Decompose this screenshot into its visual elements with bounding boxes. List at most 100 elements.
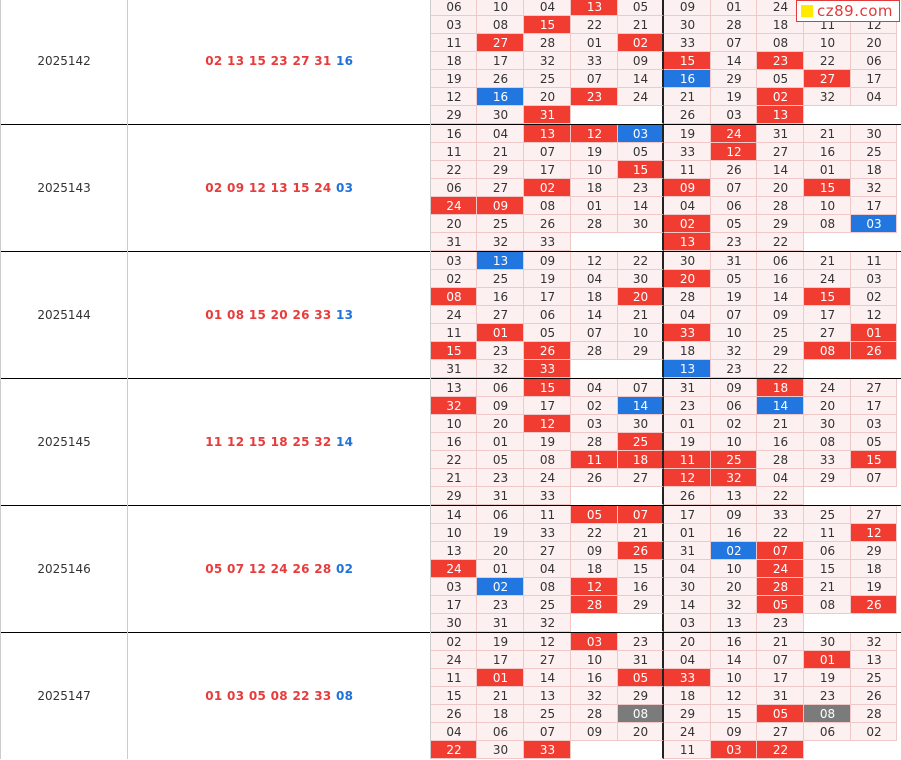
grid-number-cell[interactable]: 08 — [524, 197, 572, 215]
grid-number-cell[interactable]: 12 — [431, 88, 478, 106]
grid-number-cell[interactable]: 30 — [664, 252, 712, 270]
grid-number-cell[interactable]: 17 — [757, 669, 805, 687]
grid-number-cell[interactable]: 17 — [664, 506, 712, 524]
grid-number-cell[interactable]: 21 — [757, 633, 805, 651]
grid-number-cell[interactable]: 05 — [757, 70, 805, 88]
grid-number-cell[interactable]: 06 — [757, 252, 805, 270]
grid-number-cell[interactable]: 10 — [711, 669, 758, 687]
grid-number-cell[interactable]: 06 — [851, 52, 898, 70]
grid-number-cell[interactable]: 14 — [757, 161, 805, 179]
grid-number-cell[interactable]: 30 — [431, 614, 478, 632]
grid-number-cell[interactable]: 16 — [571, 669, 619, 687]
grid-number-cell[interactable]: 12 — [524, 633, 572, 651]
grid-number-cell[interactable]: 19 — [524, 270, 572, 288]
grid-number-cell[interactable]: 32 — [477, 360, 525, 378]
grid-number-cell[interactable]: 10 — [804, 34, 852, 52]
grid-number-cell[interactable]: 04 — [757, 469, 805, 487]
grid-number-cell[interactable]: 08 — [804, 705, 852, 723]
grid-number-cell[interactable]: 04 — [571, 270, 619, 288]
grid-number-cell[interactable]: 18 — [757, 16, 805, 34]
grid-number-cell[interactable]: 22 — [431, 451, 478, 469]
grid-number-cell[interactable]: 27 — [477, 34, 525, 52]
grid-number-cell[interactable]: 29 — [804, 469, 852, 487]
grid-number-cell[interactable]: 23 — [618, 179, 665, 197]
grid-number-cell[interactable]: 21 — [477, 687, 525, 705]
grid-number-cell[interactable]: 24 — [431, 560, 478, 578]
grid-number-cell[interactable]: 09 — [664, 179, 712, 197]
grid-number-cell[interactable]: 04 — [524, 560, 572, 578]
grid-number-cell[interactable]: 25 — [804, 506, 852, 524]
grid-number-cell[interactable]: 30 — [664, 578, 712, 596]
grid-number-cell[interactable]: 08 — [804, 342, 852, 360]
grid-number-cell[interactable]: 05 — [711, 215, 758, 233]
grid-number-cell[interactable]: 32 — [711, 342, 758, 360]
grid-number-cell[interactable]: 09 — [711, 506, 758, 524]
grid-number-cell[interactable]: 08 — [804, 215, 852, 233]
grid-number-cell[interactable]: 13 — [711, 487, 758, 505]
grid-number-cell[interactable]: 19 — [664, 433, 712, 451]
grid-number-cell[interactable]: 10 — [711, 433, 758, 451]
grid-number-cell[interactable]: 11 — [431, 669, 478, 687]
grid-number-cell[interactable]: 24 — [524, 469, 572, 487]
grid-number-cell[interactable]: 08 — [524, 451, 572, 469]
grid-number-cell[interactable]: 31 — [711, 252, 758, 270]
grid-number-cell[interactable]: 16 — [618, 578, 665, 596]
grid-number-cell[interactable]: 28 — [524, 34, 572, 52]
grid-number-cell[interactable]: 12 — [711, 687, 758, 705]
grid-number-cell[interactable]: 20 — [851, 34, 898, 52]
grid-number-cell[interactable]: 03 — [711, 741, 758, 759]
grid-number-cell[interactable]: 24 — [664, 723, 712, 741]
grid-number-cell[interactable]: 02 — [851, 288, 898, 306]
grid-number-cell[interactable]: 18 — [571, 288, 619, 306]
grid-number-cell[interactable]: 21 — [757, 415, 805, 433]
grid-number-cell[interactable]: 20 — [524, 88, 572, 106]
grid-number-cell[interactable]: 28 — [571, 215, 619, 233]
grid-number-cell[interactable]: 31 — [431, 233, 478, 251]
grid-number-cell[interactable]: 24 — [431, 306, 478, 324]
grid-number-cell[interactable]: 22 — [431, 161, 478, 179]
grid-number-cell[interactable]: 14 — [757, 397, 805, 415]
grid-number-cell[interactable]: 30 — [804, 633, 852, 651]
grid-number-cell[interactable]: 18 — [851, 161, 898, 179]
grid-number-cell[interactable]: 12 — [571, 252, 619, 270]
grid-number-cell[interactable]: 02 — [851, 723, 898, 741]
grid-number-cell[interactable]: 13 — [664, 233, 712, 251]
grid-number-cell[interactable]: 01 — [711, 0, 758, 16]
grid-number-cell[interactable]: 22 — [757, 360, 805, 378]
grid-number-cell[interactable]: 01 — [477, 433, 525, 451]
grid-number-cell[interactable]: 16 — [477, 288, 525, 306]
grid-number-cell[interactable]: 17 — [524, 288, 572, 306]
grid-number-cell[interactable]: 11 — [431, 34, 478, 52]
grid-number-cell[interactable]: 18 — [664, 342, 712, 360]
grid-number-cell[interactable]: 19 — [711, 88, 758, 106]
grid-number-cell[interactable]: 09 — [711, 379, 758, 397]
grid-number-cell[interactable]: 15 — [524, 379, 572, 397]
grid-number-cell[interactable]: 28 — [757, 197, 805, 215]
grid-number-cell[interactable]: 31 — [664, 379, 712, 397]
grid-number-cell[interactable]: 26 — [618, 542, 665, 560]
grid-number-cell[interactable]: 19 — [477, 633, 525, 651]
grid-number-cell[interactable]: 32 — [851, 179, 898, 197]
grid-number-cell[interactable]: 01 — [477, 324, 525, 342]
grid-number-cell[interactable]: 22 — [571, 524, 619, 542]
grid-number-cell[interactable]: 04 — [664, 306, 712, 324]
grid-number-cell[interactable]: 01 — [664, 415, 712, 433]
grid-number-cell[interactable]: 09 — [477, 197, 525, 215]
grid-number-cell[interactable]: 22 — [757, 524, 805, 542]
grid-number-cell[interactable]: 10 — [804, 197, 852, 215]
grid-number-cell[interactable]: 16 — [431, 433, 478, 451]
grid-number-cell[interactable]: 11 — [664, 451, 712, 469]
grid-number-cell[interactable]: 21 — [804, 252, 852, 270]
grid-number-cell[interactable]: 30 — [851, 125, 898, 143]
grid-number-cell[interactable]: 01 — [571, 197, 619, 215]
grid-number-cell[interactable]: 17 — [804, 306, 852, 324]
grid-number-cell[interactable]: 30 — [618, 270, 665, 288]
grid-number-cell[interactable]: 09 — [477, 397, 525, 415]
grid-number-cell[interactable]: 03 — [431, 252, 478, 270]
grid-number-cell[interactable]: 04 — [664, 197, 712, 215]
grid-number-cell[interactable]: 06 — [477, 506, 525, 524]
grid-number-cell[interactable]: 20 — [618, 723, 665, 741]
grid-number-cell[interactable]: 13 — [757, 106, 805, 124]
grid-number-cell[interactable]: 23 — [757, 614, 805, 632]
grid-number-cell[interactable]: 27 — [851, 379, 898, 397]
